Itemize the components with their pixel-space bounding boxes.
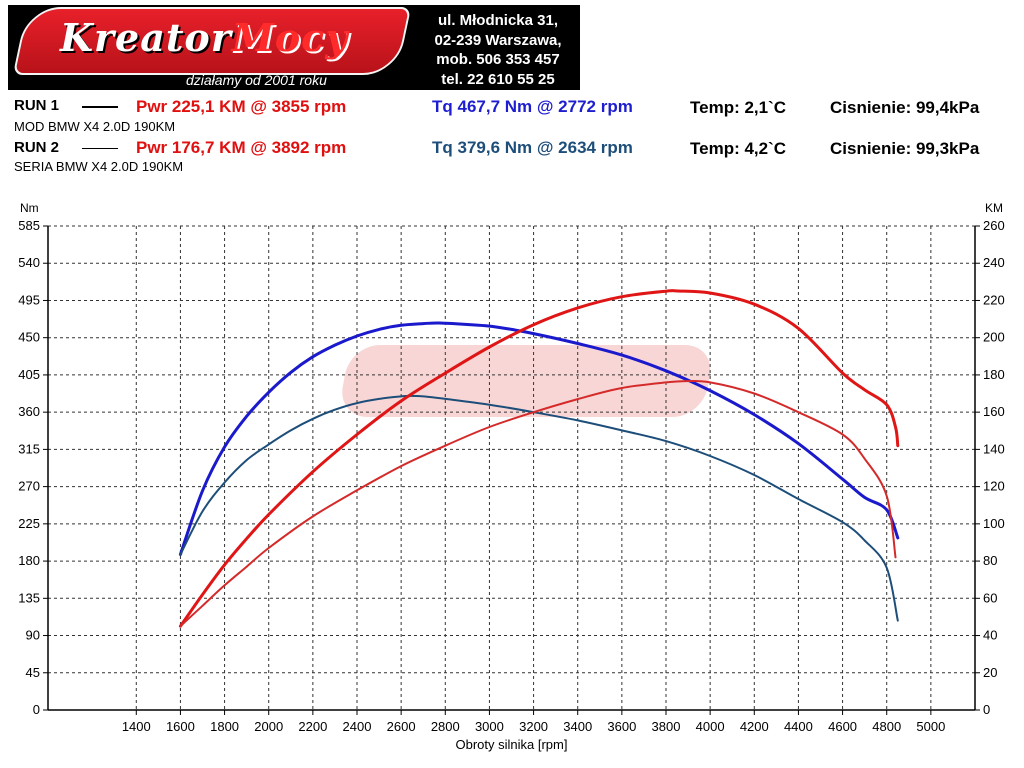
run2-temp: Temp: 4,2`C [690, 139, 787, 158]
x-tick-label: 3800 [652, 719, 681, 734]
left-tick-label: 405 [18, 367, 40, 382]
series-line-3 [178, 289, 900, 628]
right-tick-label: 260 [983, 218, 1005, 233]
logo-word-red: Mocy [231, 15, 349, 60]
x-tick-label: 3000 [475, 719, 504, 734]
series-line-4 [179, 379, 897, 628]
right-tick-label: 200 [983, 330, 1005, 345]
left-tick-label: 585 [18, 218, 40, 233]
x-tick-label: 4200 [740, 719, 769, 734]
left-tick-label: 0 [33, 702, 40, 717]
x-tick-label: 3200 [519, 719, 548, 734]
run1-pressure: Cisnienie: 99,4kPa [830, 98, 980, 117]
right-tick-label: 40 [983, 628, 997, 643]
x-tick-label: 4800 [872, 719, 901, 734]
left-tick-label: 450 [18, 330, 40, 345]
x-tick-label: 2400 [343, 719, 372, 734]
phone-landline: tel. 22 610 55 25 [441, 70, 555, 88]
x-tick-label: 1600 [166, 719, 195, 734]
left-tick-label: 45 [26, 665, 40, 680]
left-tick-label: 495 [18, 292, 40, 307]
right-tick-label: 240 [983, 255, 1005, 270]
x-tick-label: 1400 [122, 719, 151, 734]
right-axis-unit: KM [985, 201, 1003, 215]
run1-line-legend [82, 106, 118, 108]
logo-word-white: Kreator [60, 15, 232, 60]
left-tick-label: 90 [26, 628, 40, 643]
left-tick-label: 225 [18, 516, 40, 531]
run1-torque: Tq 467,7 Nm @ 2772 rpm [432, 97, 633, 116]
address-block: ul. Młodnicka 31, 02-239 Warszawa, mob. … [412, 11, 580, 89]
address-line: ul. Młodnicka 31, [437, 12, 559, 29]
left-tick-label: 135 [18, 590, 40, 605]
right-tick-label: 100 [983, 516, 1005, 531]
right-tick-label: 0 [983, 702, 990, 717]
x-tick-label: 2000 [254, 719, 283, 734]
phone-mobile: mob. 506 353 457 [436, 51, 560, 68]
x-tick-label: 4000 [696, 719, 725, 734]
left-tick-label: 315 [18, 441, 40, 456]
x-tick-label: 3400 [563, 719, 592, 734]
right-tick-label: 80 [983, 553, 997, 568]
right-tick-label: 220 [983, 292, 1005, 307]
run1-power: Pwr 225,1 KM @ 3855 rpm [136, 97, 347, 116]
right-tick-label: 160 [983, 404, 1005, 419]
logo-banner: KreatorMocy działamy od 2001 roku ul. Mł… [8, 5, 580, 90]
run1-temp: Temp: 2,1`C [690, 98, 787, 117]
run2-description: SERIA BMW X4 2.0D 190KM [14, 159, 184, 174]
left-tick-label: 540 [18, 255, 40, 270]
x-tick-label: 3600 [607, 719, 636, 734]
logo-slogan: działamy od 2001 roku [186, 72, 327, 88]
address-line: 02-239 Warszawa, [434, 31, 562, 49]
right-tick-label: 20 [983, 665, 997, 680]
x-axis-label: Obroty silnika [rpm] [456, 737, 568, 752]
x-tick-label: 1800 [210, 719, 239, 734]
run1-description: MOD BMW X4 2.0D 190KM [14, 119, 176, 134]
x-tick-label: 2800 [431, 719, 460, 734]
run2-torque: Tq 379,6 Nm @ 2634 rpm [432, 138, 633, 157]
series-line-1 [178, 321, 900, 556]
run2-pressure: Cisnienie: 99,3kPa [830, 139, 980, 158]
run2-power: Pwr 176,7 KM @ 3892 rpm [136, 138, 347, 157]
right-tick-label: 180 [983, 367, 1005, 382]
watermark-logo [342, 345, 711, 417]
logo-text: KreatorMocy [60, 15, 348, 60]
left-tick-label: 180 [18, 553, 40, 568]
right-tick-label: 60 [983, 590, 997, 605]
left-axis-unit: Nm [20, 201, 39, 215]
run2-label: RUN 2 [14, 139, 60, 156]
series-line-2 [179, 394, 899, 622]
left-tick-label: 360 [18, 404, 40, 419]
x-tick-label: 5000 [916, 719, 945, 734]
run1-label: RUN 1 [14, 97, 60, 114]
right-tick-label: 120 [983, 479, 1005, 494]
x-tick-label: 4600 [828, 719, 857, 734]
x-tick-label: 2200 [298, 719, 327, 734]
run2-line-legend [82, 148, 118, 149]
x-tick-label: 4400 [784, 719, 813, 734]
x-tick-label: 2600 [387, 719, 416, 734]
left-tick-label: 270 [18, 479, 40, 494]
right-tick-label: 140 [983, 441, 1005, 456]
